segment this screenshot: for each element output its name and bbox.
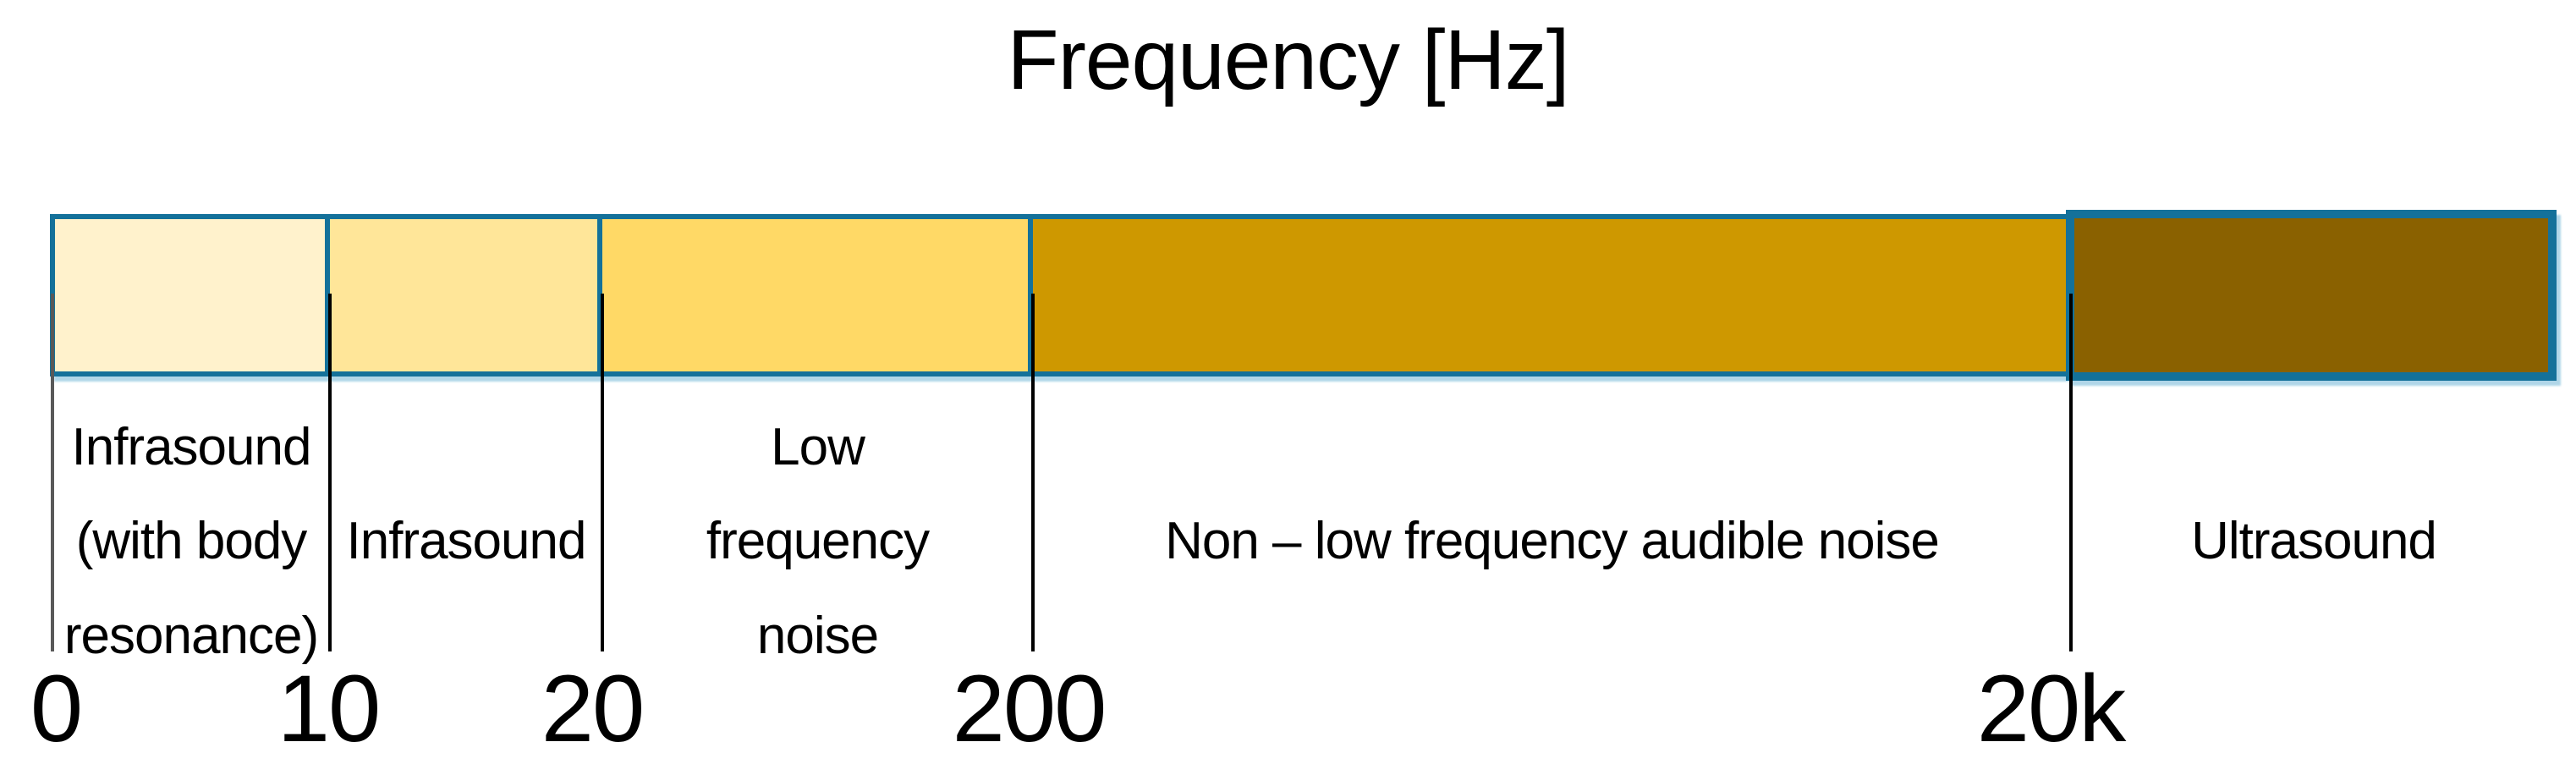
tick-line-20 [601,294,604,651]
axis-tick-20: 20 [541,656,645,761]
tick-line-200 [1031,294,1035,651]
segment-label-ultrasound: Ultrasound [2191,512,2437,571]
chart-title: Frequency [Hz] [1007,13,1569,107]
axis-tick-200: 200 [952,656,1107,761]
segment-label-infrasound: Infrasound [346,512,587,571]
frequency-bar [50,210,2557,381]
axis-tick-10: 10 [277,656,382,761]
segment-infrasound [325,214,602,377]
segment-ultrasound [2066,210,2557,381]
segment-label-infrasound-body-resonance: Infrasound (with body resonance) [63,417,319,665]
tick-line-0 [51,294,54,651]
segment-label-low-frequency-noise: Low frequency noise [706,417,930,665]
segment-low-frequency-noise [597,214,1033,377]
axis-tick-0: 0 [30,656,83,761]
segment-label-non-low-frequency-audible-noise: Non – low frequency audible noise [1165,512,1940,571]
segment-infrasound-body-resonance [50,214,330,377]
tick-line-10 [328,294,332,651]
axis-tick-20k: 20k [1976,656,2127,761]
tick-line-20k [2069,294,2073,651]
segment-non-low-frequency-audible-noise [1028,214,2071,377]
